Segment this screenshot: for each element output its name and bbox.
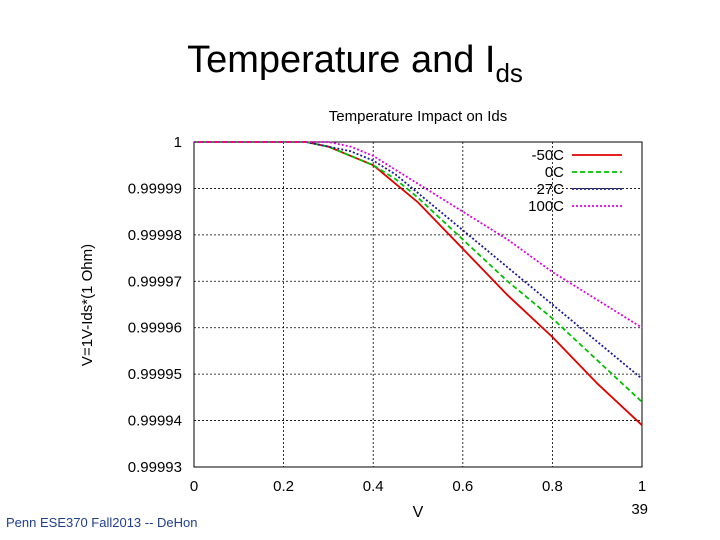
series-line	[194, 141, 643, 403]
slide-title-main: Temperature and I	[187, 39, 495, 81]
legend-label: 27C	[536, 181, 564, 198]
chart-title: Temperature Impact on Ids	[329, 108, 507, 125]
footer: Penn ESE370 Fall2013 -- DeHon	[6, 515, 198, 530]
x-tick-label: 0.8	[542, 478, 563, 495]
slide-title-sub: ds	[495, 58, 522, 88]
slide-title: Temperature and Ids	[187, 39, 523, 88]
y-tick-label: 0.99997	[128, 273, 182, 290]
y-tick-label: 0.99996	[128, 320, 182, 337]
x-tick-label: 0.4	[363, 478, 384, 495]
series-line	[194, 141, 643, 380]
x-tick-label: 1	[638, 478, 646, 495]
y-tick-label: 0.99994	[128, 413, 182, 430]
y-tick-label: 0.99995	[128, 366, 182, 383]
y-tick-label: 0.99999	[128, 180, 182, 197]
x-tick-label: 0.6	[452, 478, 473, 495]
page-number: 39	[631, 501, 648, 518]
legend-label: 100C	[528, 198, 564, 215]
x-axis-label: V	[413, 504, 424, 521]
y-tick-label: 1	[174, 134, 182, 151]
x-tick-label: 0	[190, 478, 198, 495]
y-tick-label: 0.99993	[128, 459, 182, 476]
legend-label: 0C	[545, 164, 564, 181]
y-tick-label: 0.99998	[128, 227, 182, 244]
legend-label: -50C	[531, 147, 564, 164]
plot-frame	[193, 141, 643, 468]
series-line	[194, 141, 643, 329]
series-line	[194, 141, 643, 426]
x-tick-label: 0.2	[273, 478, 294, 495]
y-axis-label: V=1V-Ids*(1 Ohm)	[79, 244, 96, 366]
